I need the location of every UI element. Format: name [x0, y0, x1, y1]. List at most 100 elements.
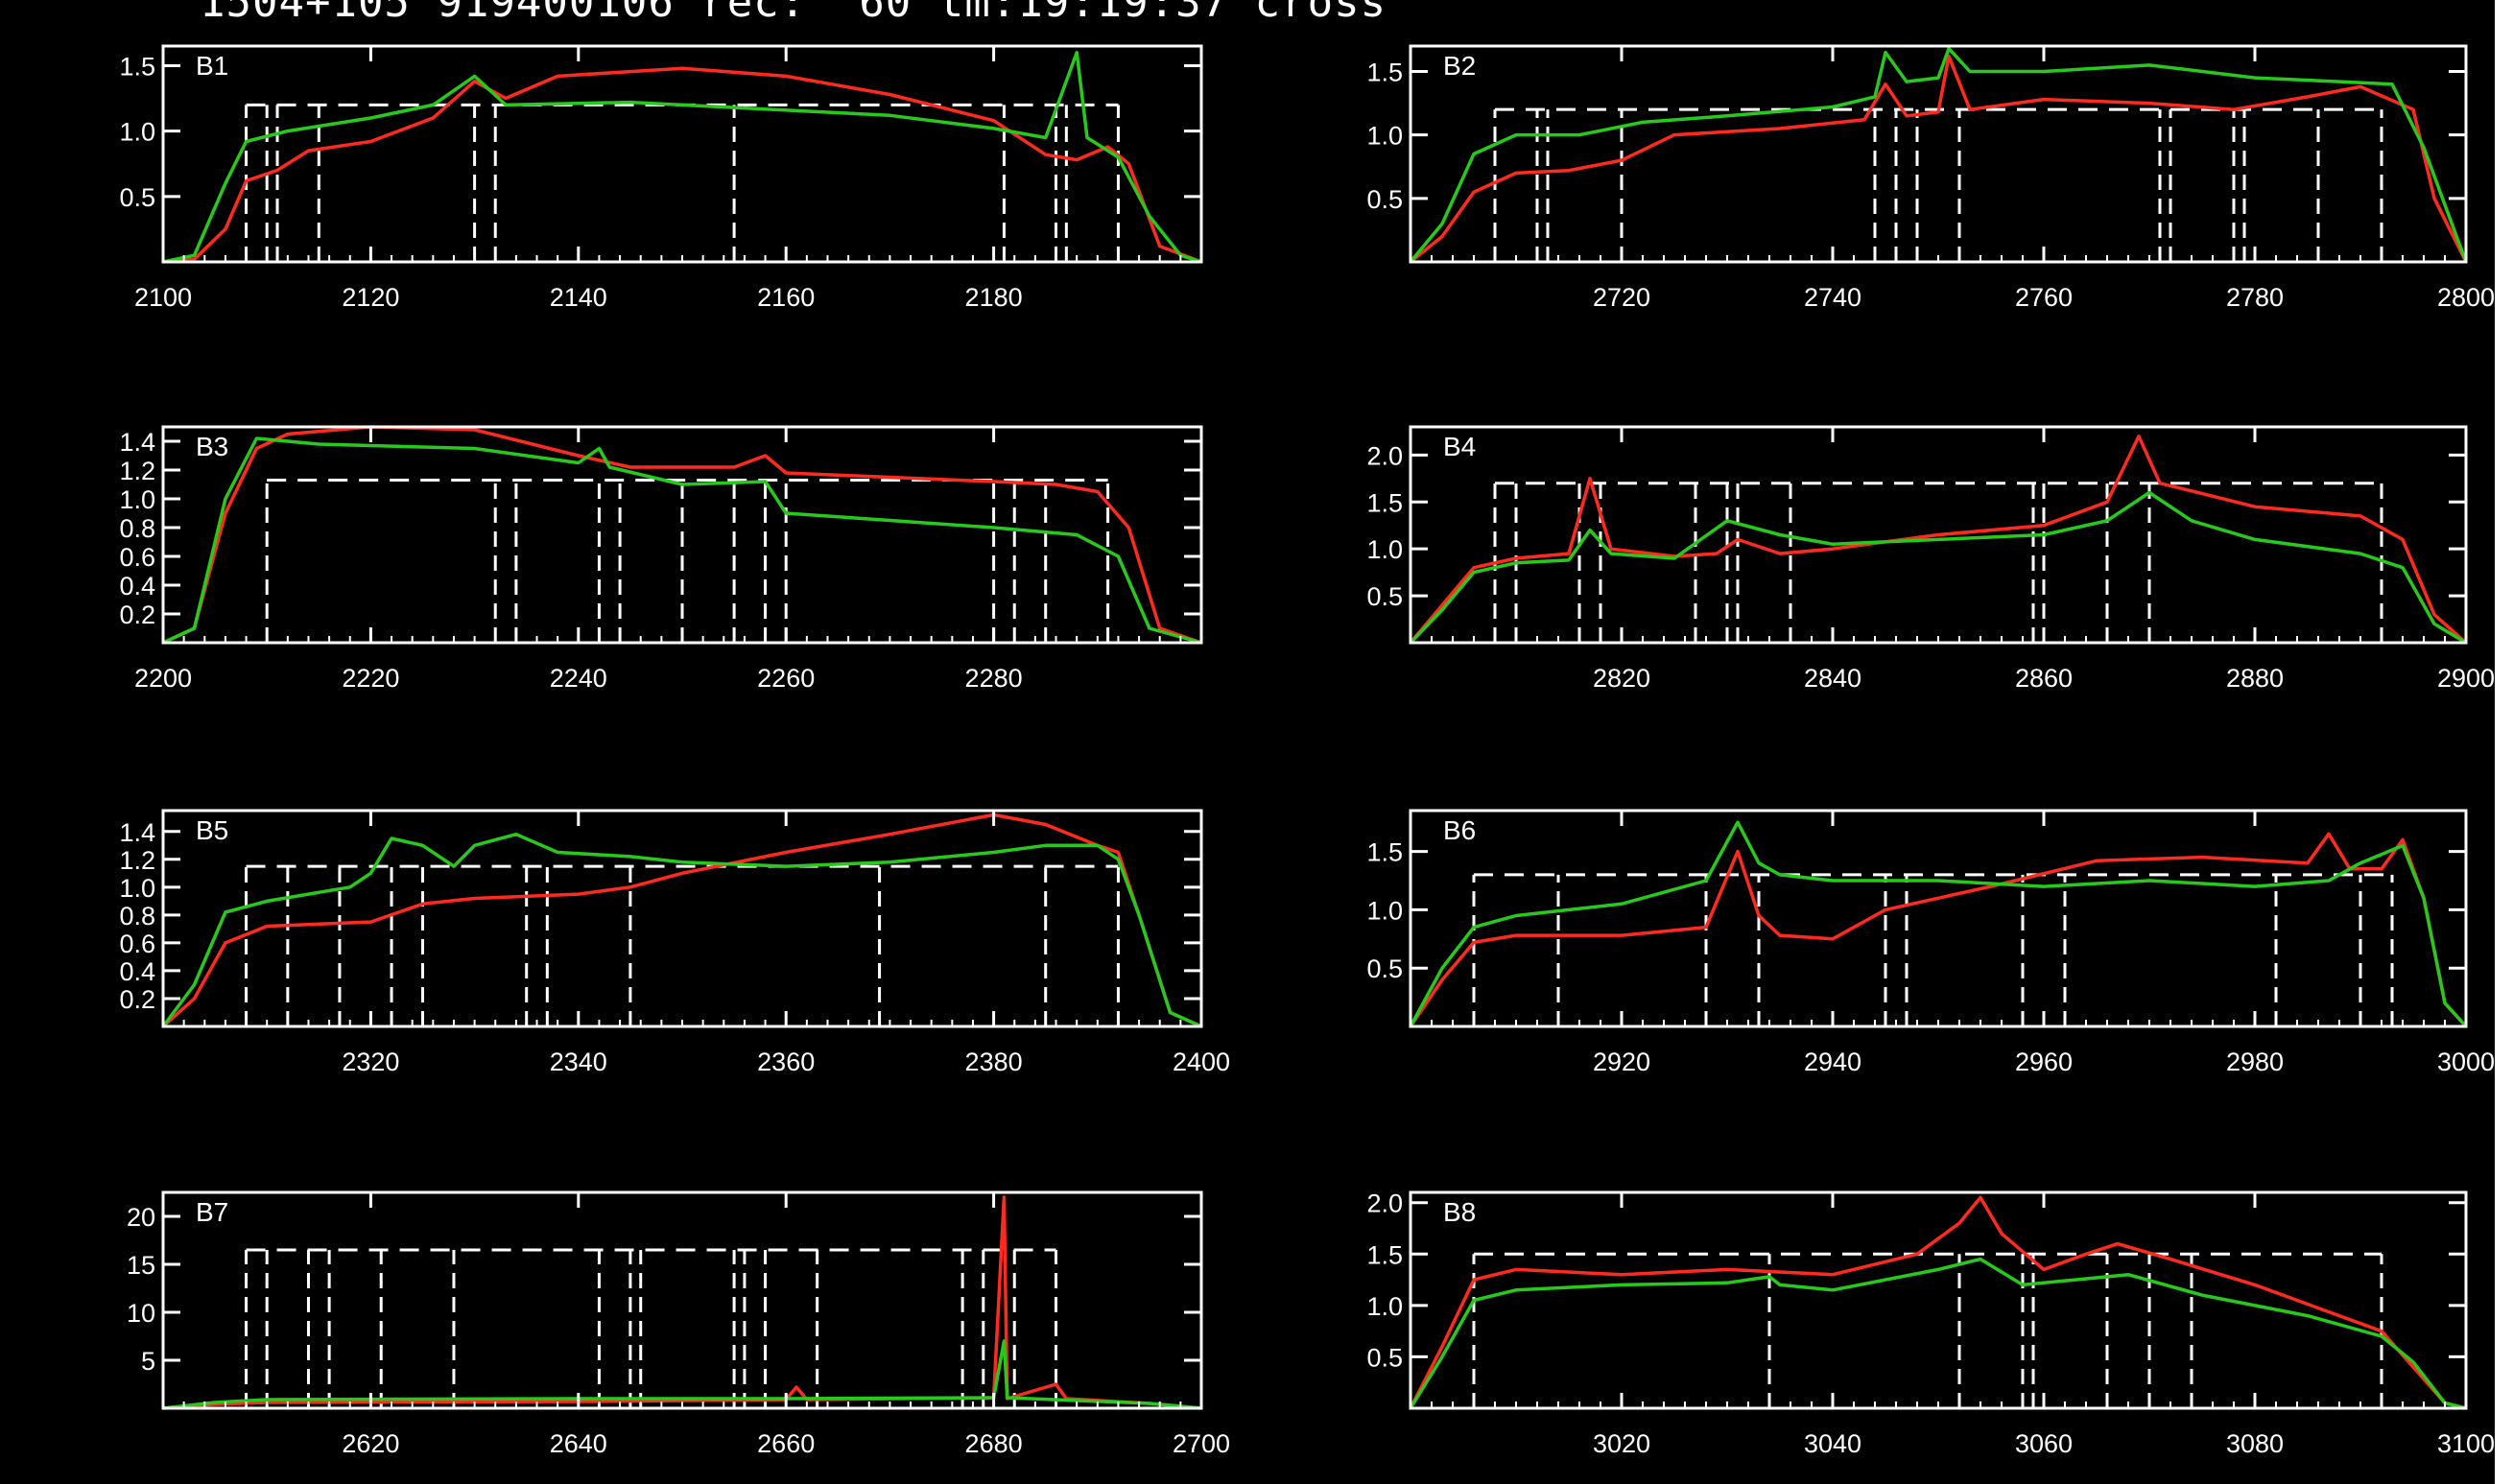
- x-tick-label: 2160: [757, 283, 815, 312]
- x-tick-label: 2960: [2015, 1048, 2073, 1076]
- y-tick-label: 1.5: [119, 52, 155, 81]
- x-tick-label: 2660: [757, 1429, 815, 1458]
- x-tick-label: 2880: [2226, 664, 2284, 693]
- x-tick-label: 3060: [2015, 1429, 2073, 1458]
- y-tick-label: 10: [127, 1299, 155, 1328]
- panel-label: B8: [1443, 1197, 1476, 1227]
- x-tick-label: 2200: [134, 664, 192, 693]
- series-line-red: [162, 1195, 1202, 1410]
- series-line-red: [1409, 435, 2468, 645]
- y-tick-label: 20: [127, 1203, 155, 1232]
- panel-label: B6: [1443, 815, 1476, 845]
- chart-panel-b1: 2100 2120 2140 2160 2180 0.5 1.0 1.5 B1: [119, 44, 1203, 312]
- series-line-red: [162, 66, 1202, 264]
- y-tick-label: 1.0: [119, 118, 155, 147]
- y-tick-label: 1.0: [1366, 535, 1403, 564]
- x-tick-label: 2140: [550, 283, 607, 312]
- x-tick-label: 2940: [1804, 1048, 1861, 1076]
- x-tick-label: 2280: [965, 664, 1023, 693]
- panel-label: B3: [196, 432, 228, 461]
- series-line-red: [1409, 1195, 2467, 1410]
- y-tick-label: 0.8: [119, 902, 155, 930]
- chart-panel-b5: 2320 2340 2360 2380 2400 0.20.40.60.81.01.21.…: [119, 809, 1230, 1076]
- x-tick-label: 3100: [2437, 1429, 2495, 1458]
- y-tick-label: 1.0: [119, 485, 155, 514]
- x-tick-label: 2320: [342, 1048, 399, 1076]
- chart-panel-b8: 3020 3040 3060 3080 3100 0.5 1.0 1.5 2.0 B8: [1366, 1190, 2495, 1458]
- y-tick-label: 5: [141, 1347, 155, 1376]
- x-tick-label: 2120: [342, 283, 399, 312]
- series-line-green: [162, 436, 1202, 645]
- x-tick-label: 2840: [1804, 664, 1861, 693]
- axes-frame: [1409, 1190, 2468, 1410]
- series-line-red: [1409, 54, 2468, 264]
- y-tick-label: 0.4: [119, 572, 155, 601]
- y-tick-label: 1.4: [119, 428, 155, 457]
- series-line-red: [1409, 832, 2468, 1028]
- series-line-green: [162, 51, 1202, 264]
- x-tick-label: 2640: [550, 1429, 607, 1458]
- x-tick-label: 3080: [2226, 1429, 2284, 1458]
- series-line-green: [161, 832, 1202, 1028]
- x-tick-label: 2820: [1593, 664, 1650, 693]
- series-line-green: [162, 1339, 1202, 1410]
- y-tick-label: 1.5: [1366, 488, 1403, 517]
- panel-label: B4: [1443, 432, 1476, 461]
- series-line-green: [1409, 1257, 2467, 1410]
- y-tick-label: 0.8: [119, 514, 155, 543]
- y-tick-label: 2.0: [1366, 441, 1403, 470]
- x-tick-label: 2340: [550, 1048, 607, 1076]
- y-tick-label: 1.0: [1366, 896, 1403, 925]
- x-tick-label: 2620: [342, 1429, 399, 1458]
- y-tick-label: 1.5: [1366, 1240, 1403, 1269]
- y-tick-label: 0.2: [119, 601, 155, 629]
- x-tick-label: 3040: [1804, 1429, 1861, 1458]
- x-tick-label: 2240: [550, 664, 607, 693]
- series-line-red: [162, 425, 1202, 645]
- y-tick-label: 0.5: [1366, 954, 1403, 983]
- panel-label: B7: [196, 1197, 228, 1227]
- x-tick-label: 2860: [2015, 664, 2073, 693]
- x-tick-label: 2260: [757, 664, 815, 693]
- axes-frame: [161, 1190, 1203, 1410]
- x-tick-label: 2760: [2015, 283, 2073, 312]
- x-tick-label: 3000: [2437, 1048, 2495, 1076]
- x-tick-label: 2780: [2226, 283, 2284, 312]
- x-tick-label: 2920: [1593, 1048, 1650, 1076]
- x-tick-label: 2400: [1173, 1048, 1230, 1076]
- chart-panel-b3: 2200 2220 2240 2260 2280 0.20.40.60.81.01.21.…: [119, 425, 1203, 693]
- x-tick-label: 2800: [2437, 283, 2495, 312]
- panel-label: B2: [1443, 51, 1476, 81]
- y-tick-label: 1.0: [1366, 122, 1403, 151]
- y-tick-label: 1.0: [1366, 1292, 1403, 1321]
- x-tick-label: 2900: [2437, 664, 2495, 693]
- y-tick-label: 0.5: [1366, 185, 1403, 214]
- x-tick-label: 2100: [134, 283, 192, 312]
- y-tick-label: 0.6: [119, 543, 155, 572]
- series-line-red: [161, 813, 1202, 1028]
- x-tick-label: 3020: [1593, 1429, 1650, 1458]
- window-corner: [2495, 1468, 2513, 1484]
- y-tick-label: 1.2: [119, 846, 155, 875]
- x-tick-label: 2220: [342, 664, 399, 693]
- y-tick-label: 1.5: [1366, 838, 1403, 867]
- y-tick-label: 0.5: [1366, 582, 1403, 611]
- y-tick-label: 0.4: [119, 957, 155, 986]
- x-tick-label: 2180: [965, 283, 1023, 312]
- y-tick-label: 1.5: [1366, 58, 1403, 86]
- y-tick-label: 0.6: [119, 930, 155, 958]
- x-tick-label: 2360: [757, 1048, 815, 1076]
- y-tick-label: 2.0: [1366, 1190, 1403, 1218]
- series-line-green: [1409, 820, 2468, 1028]
- x-tick-label: 2380: [965, 1048, 1023, 1076]
- x-tick-label: 2720: [1593, 283, 1650, 312]
- x-tick-label: 2700: [1173, 1429, 1230, 1458]
- x-tick-label: 2680: [965, 1429, 1023, 1458]
- y-tick-label: 15: [127, 1251, 155, 1280]
- chart-panel-b4: 2820 2840 2860 2880 2900 0.5 1.0 1.5 2.0 B4: [1366, 425, 2495, 693]
- x-tick-label: 2980: [2226, 1048, 2284, 1076]
- x-tick-label: 2740: [1804, 283, 1861, 312]
- series-line-green: [1409, 490, 2467, 645]
- y-tick-label: 1.0: [119, 874, 155, 903]
